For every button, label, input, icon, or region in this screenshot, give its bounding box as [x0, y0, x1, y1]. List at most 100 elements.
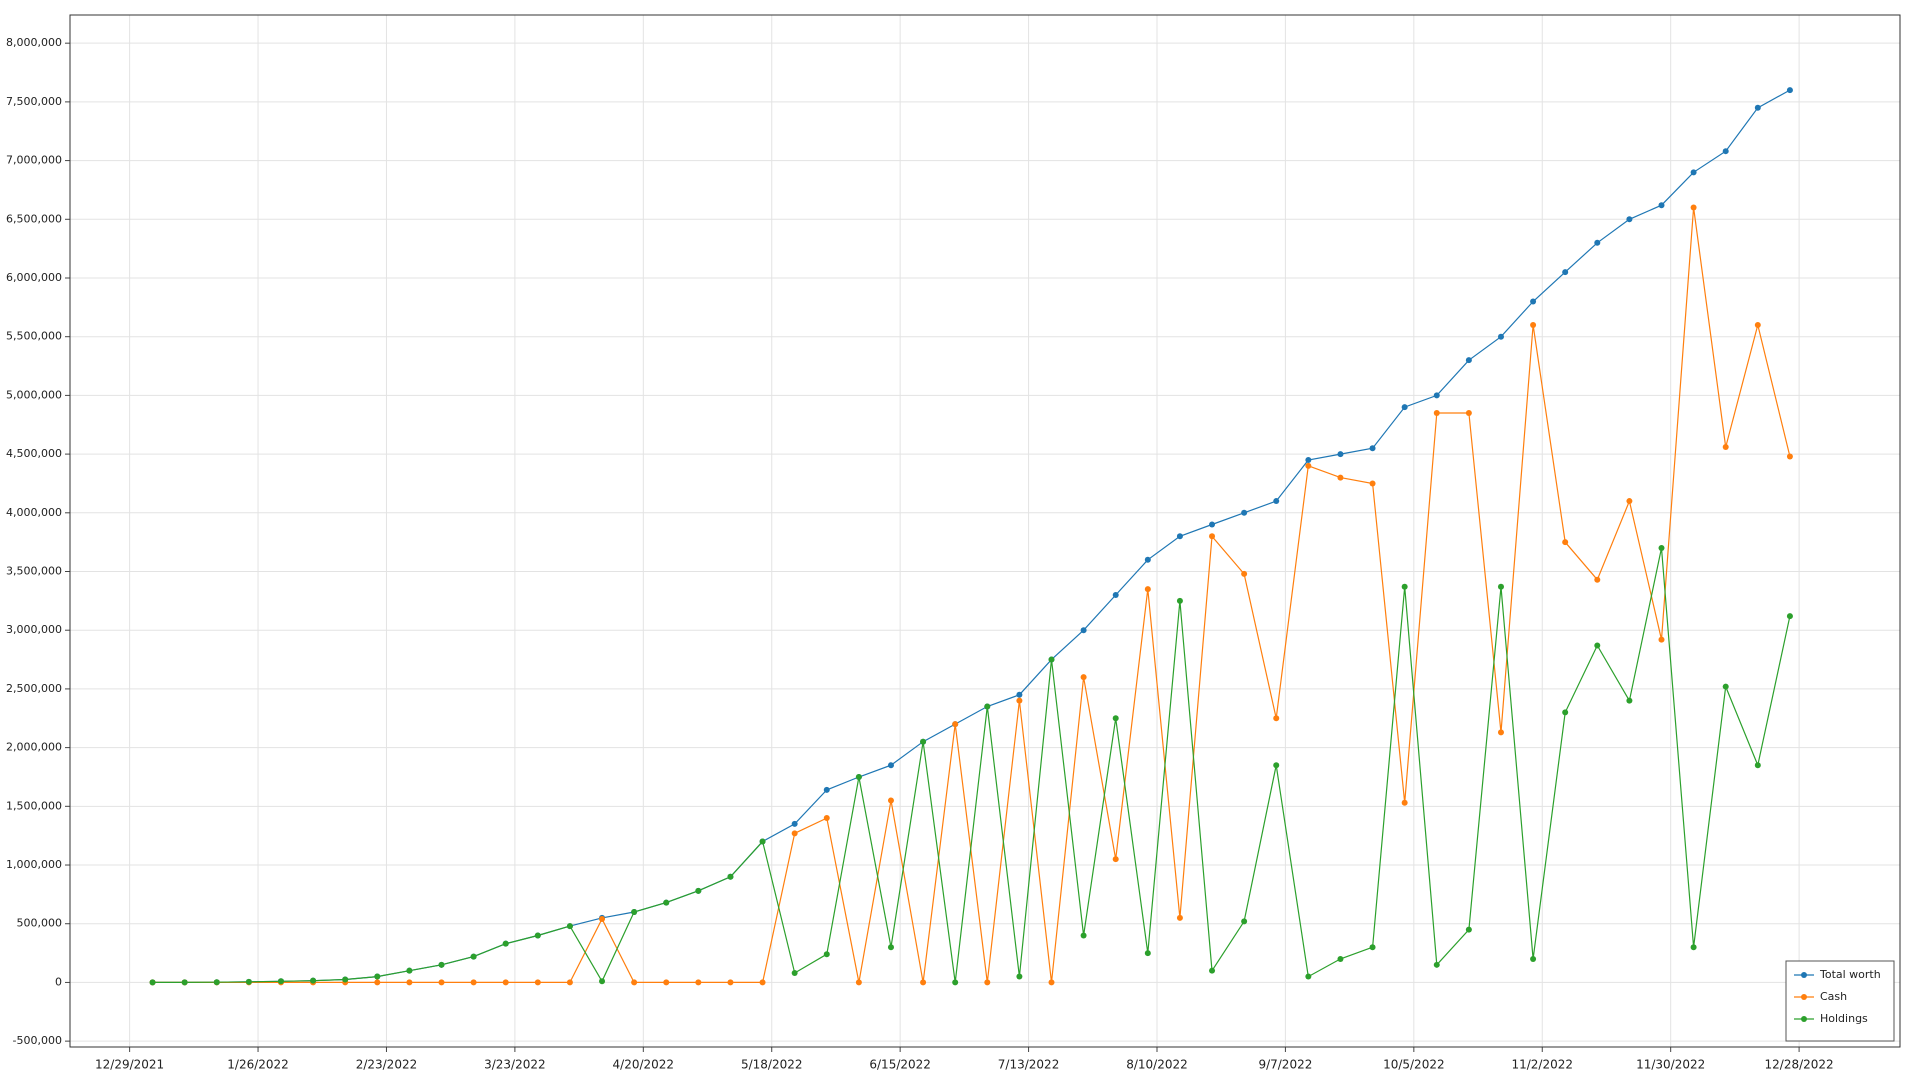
data-point	[1273, 715, 1280, 722]
x-tick-label: 4/20/2022	[613, 1058, 675, 1072]
y-tick-label: 4,000,000	[6, 506, 62, 519]
data-point	[566, 923, 573, 930]
legend-marker	[1801, 972, 1807, 978]
data-point	[1369, 480, 1376, 487]
data-point	[1016, 697, 1023, 704]
data-point	[342, 976, 349, 983]
data-point	[181, 979, 188, 986]
y-tick-label: 3,000,000	[6, 623, 62, 636]
x-tick-label: 1/26/2022	[227, 1058, 289, 1072]
data-point	[1530, 298, 1537, 305]
legend-label: Holdings	[1820, 1012, 1868, 1025]
data-point	[1401, 799, 1408, 806]
data-point	[310, 977, 317, 984]
data-point	[1016, 691, 1023, 698]
data-point	[1562, 269, 1569, 276]
y-tick-label: 1,500,000	[6, 799, 62, 812]
y-tick-label: 0	[55, 975, 62, 988]
data-point	[791, 830, 798, 837]
x-tick-label: 11/30/2022	[1636, 1058, 1705, 1072]
x-tick-label: 2/23/2022	[356, 1058, 418, 1072]
data-point	[1369, 445, 1376, 452]
y-tick-label: 3,500,000	[6, 565, 62, 578]
y-tick-label: 7,000,000	[6, 154, 62, 167]
data-point	[1080, 674, 1087, 681]
x-tick-label: 11/2/2022	[1511, 1058, 1573, 1072]
data-point	[1594, 576, 1601, 583]
data-point	[1690, 169, 1697, 176]
data-point	[855, 773, 862, 780]
data-point	[438, 979, 445, 986]
data-point	[823, 786, 830, 793]
data-point	[952, 979, 959, 986]
data-point	[1497, 729, 1504, 736]
data-point	[920, 738, 927, 745]
data-point	[1530, 321, 1537, 328]
data-point	[1048, 979, 1055, 986]
data-point	[149, 979, 156, 986]
data-point	[1497, 333, 1504, 340]
data-point	[245, 978, 252, 985]
data-point	[1594, 239, 1601, 246]
data-point	[855, 979, 862, 986]
data-point	[502, 979, 509, 986]
data-point	[1305, 462, 1312, 469]
data-point	[599, 916, 606, 923]
data-point	[1273, 498, 1280, 505]
data-point	[502, 940, 509, 947]
data-point	[1658, 202, 1665, 209]
data-point	[1080, 932, 1087, 939]
data-point	[1433, 961, 1440, 968]
data-point	[534, 979, 541, 986]
data-point	[1594, 642, 1601, 649]
x-tick-label: 10/5/2022	[1383, 1058, 1445, 1072]
data-point	[1401, 404, 1408, 411]
y-tick-label: -500,000	[13, 1034, 62, 1047]
data-point	[1690, 944, 1697, 951]
series-line	[152, 547, 1791, 983]
data-point	[1112, 856, 1119, 863]
data-point	[1722, 148, 1729, 155]
data-point	[1562, 709, 1569, 716]
data-point	[823, 951, 830, 958]
plot-frame	[69, 14, 1901, 1048]
data-point	[1176, 597, 1183, 604]
x-tick-label: 7/13/2022	[998, 1058, 1060, 1072]
data-point	[1369, 944, 1376, 951]
data-point	[1144, 950, 1151, 957]
data-point	[1337, 451, 1344, 458]
y-tick-label: 5,000,000	[6, 388, 62, 401]
data-point	[1241, 509, 1248, 516]
data-point	[1433, 392, 1440, 399]
data-point	[887, 944, 894, 951]
data-point	[470, 953, 477, 960]
data-point	[1786, 453, 1793, 460]
data-point	[952, 721, 959, 728]
x-tick-label: 6/15/2022	[869, 1058, 931, 1072]
data-point	[887, 762, 894, 769]
y-tick-label: 7,500,000	[6, 95, 62, 108]
data-point	[1337, 955, 1344, 962]
data-point	[1626, 216, 1633, 223]
data-point	[1497, 583, 1504, 590]
y-tick-label: 1,000,000	[6, 858, 62, 871]
data-point	[374, 973, 381, 980]
series-line	[152, 207, 1791, 983]
data-point	[1209, 967, 1216, 974]
y-tick-label: 500,000	[17, 917, 63, 930]
data-point	[406, 979, 413, 986]
legend: Total worth Cash Holdings	[1785, 960, 1895, 1042]
data-point	[1786, 87, 1793, 94]
data-point	[1754, 104, 1761, 111]
legend-label: Cash	[1820, 990, 1847, 1003]
data-point	[920, 979, 927, 986]
data-point	[534, 932, 541, 939]
data-point	[1112, 591, 1119, 598]
data-point	[1176, 533, 1183, 540]
data-point	[1465, 410, 1472, 417]
y-tick-label: 4,500,000	[6, 447, 62, 460]
x-tick-label: 8/10/2022	[1126, 1058, 1188, 1072]
data-point	[1690, 204, 1697, 211]
data-point	[887, 797, 894, 804]
